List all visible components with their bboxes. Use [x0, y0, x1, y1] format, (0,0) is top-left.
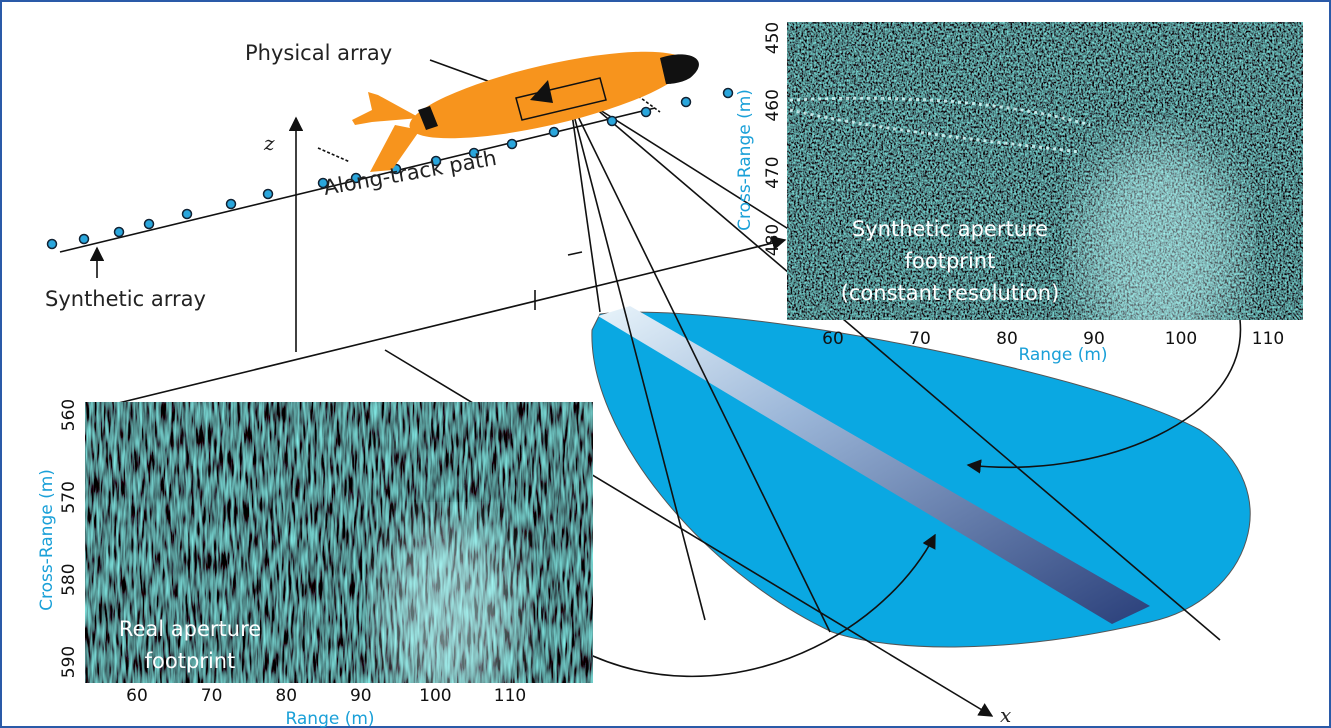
y-tick-label: 450: [763, 22, 783, 54]
x-tick-label: 80: [996, 329, 1018, 349]
caption: Real aperture: [119, 617, 261, 641]
label: Along-track path: [322, 146, 499, 200]
y-axis-label: Cross-Range (m): [37, 469, 57, 611]
x-axis-label: Range (m): [285, 709, 374, 728]
y-tick-label: 580: [59, 563, 79, 595]
label: Physical array: [245, 41, 392, 65]
x-tick-label: 90: [350, 686, 372, 706]
x-tick-label: 110: [494, 686, 526, 706]
caption: (constant resolution): [841, 281, 1060, 305]
x-tick-label: 60: [126, 686, 148, 706]
caption: footprint: [905, 249, 996, 273]
label: Synthetic array: [45, 287, 206, 311]
y-axis-label: Cross-Range (m): [735, 89, 755, 231]
caption: footprint: [145, 649, 236, 673]
y-tick-label: 480: [763, 224, 783, 256]
y-tick-label: 470: [763, 156, 783, 188]
x-tick-label: 70: [201, 686, 223, 706]
y-tick-label: 560: [59, 399, 79, 431]
x-tick-label: 100: [419, 686, 451, 706]
figure: Physical array Along-track path Syntheti…: [0, 0, 1331, 728]
axis-letter: z: [263, 131, 275, 155]
x-tick-label: 70: [909, 329, 931, 349]
x-tick-label: 110: [1252, 329, 1284, 349]
y-tick-label: 590: [59, 646, 79, 678]
x-tick-label: 100: [1165, 329, 1197, 349]
y-tick-label: 460: [763, 89, 783, 121]
axis-letter: x: [1000, 703, 1011, 727]
x-tick-label: 80: [275, 686, 297, 706]
synthetic-image: [787, 22, 1303, 360]
x-axis-label: Range (m): [1018, 345, 1107, 365]
caption: Synthetic aperture: [852, 217, 1048, 241]
x-tick-label: 60: [822, 329, 844, 349]
y-tick-label: 570: [59, 481, 79, 513]
